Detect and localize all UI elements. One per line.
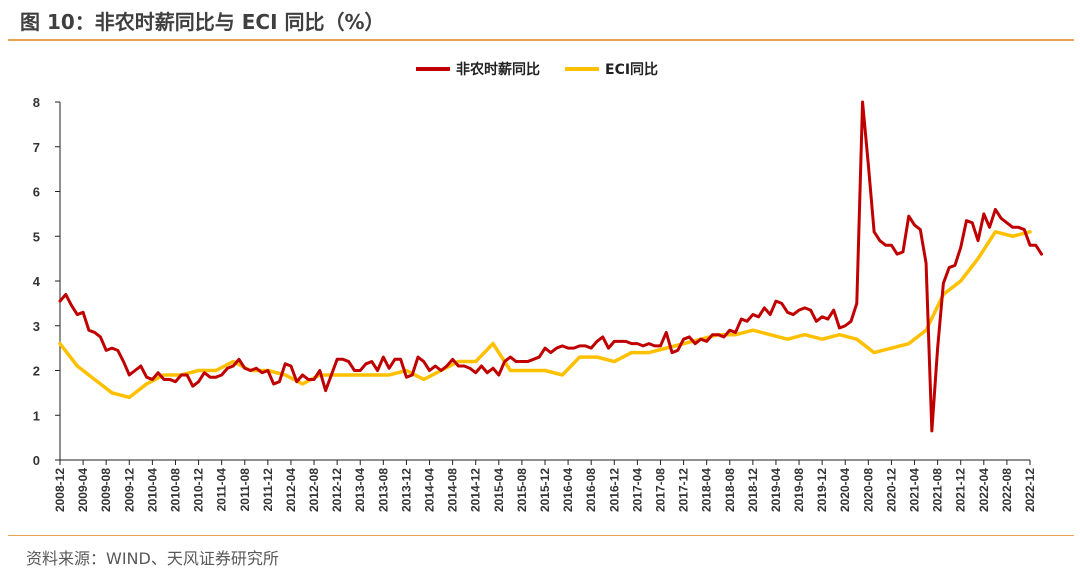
y-tick-label: 2 [33,364,40,379]
x-tick-label: 2013-08 [376,468,390,512]
x-tick-label: 2021-12 [954,468,968,512]
y-tick-label: 3 [33,319,40,334]
x-tick-label: 2015-08 [515,468,529,512]
x-tick-label: 2010-12 [192,468,206,512]
series-line-wage [58,100,1044,433]
x-tick-label: 2019-08 [792,468,806,512]
x-tick-label: 2013-12 [399,468,413,512]
legend-label: 非农时薪同比 [456,61,540,78]
x-tick-label: 2019-12 [815,468,829,512]
legend-label: ECI同比 [605,61,658,78]
x-tick-label: 2016-04 [561,468,575,512]
x-tick-label: 2014-08 [446,468,460,512]
x-tick-label: 2015-12 [538,468,552,512]
x-tick-label: 2016-12 [607,468,621,512]
legend-item-eci: ECI同比 [565,61,658,78]
legend-item-wage: 非农时薪同比 [416,61,540,78]
x-tick-label: 2020-12 [884,468,898,512]
y-tick-label: 6 [33,185,40,200]
x-tick-label: 2022-04 [977,468,991,512]
x-tick-label: 2017-04 [630,468,644,512]
x-tick-label: 2020-04 [838,468,852,512]
title-divider [8,39,1074,41]
series-layer [58,100,1044,433]
x-tick-label: 2014-12 [469,468,483,512]
x-tick-label: 2022-08 [1000,468,1014,512]
x-tick-label: 2014-04 [423,468,437,512]
x-tick-label: 2009-12 [122,468,136,512]
x-tick-label: 2017-08 [653,468,667,512]
x-tick-label: 2018-04 [700,468,714,512]
x-tick-label: 2013-04 [353,468,367,512]
x-tick-label: 2012-12 [330,468,344,512]
chart-title: 图 10：非农时薪同比与 ECI 同比（%） [20,10,385,34]
x-tick-label: 2019-04 [769,468,783,512]
x-tick-label: 2010-08 [168,468,182,512]
y-tick-label: 5 [33,229,40,244]
x-tick-label: 2018-12 [746,468,760,512]
x-tick-label: 2021-08 [931,468,945,512]
x-tick-label: 2015-04 [492,468,506,512]
x-tick-label: 2012-04 [284,468,298,512]
x-tick-label: 2020-08 [861,468,875,512]
footer-divider [8,535,1074,536]
x-tick-label: 2008-12 [53,468,67,512]
series-line-eci [58,230,1032,400]
x-tick-label: 2022-12 [1023,468,1037,512]
y-tick-label: 0 [33,453,40,468]
x-tick-label: 2016-08 [584,468,598,512]
x-tick-label: 2021-04 [908,468,922,512]
x-tick-label: 2010-04 [145,468,159,512]
x-tick-label: 2012-08 [307,468,321,512]
x-tick-label: 2011-04 [215,468,229,512]
y-axis: 0 1 2 3 4 5 6 7 8 [33,95,61,468]
x-tick-label: 2011-12 [261,468,275,512]
x-tick-label: 2009-04 [76,468,90,512]
x-axis: 2008-12 2009-04 2009-08 2009-12 2010-04 2010-… [53,459,1037,512]
x-tick-label: 2018-08 [723,468,737,512]
legend: 非农时薪同比 ECI同比 [416,61,658,78]
y-tick-label: 4 [33,274,41,289]
y-tick-label: 7 [33,140,40,155]
x-tick-label: 2009-08 [99,468,113,512]
x-tick-label: 2011-08 [238,468,252,512]
y-tick-label: 1 [33,408,40,423]
source-note: 资料来源：WIND、天风证券研究所 [26,549,279,568]
y-tick-label: 8 [33,95,40,110]
line-chart: 非农时薪同比 ECI同比 0 1 2 3 4 5 6 7 8 2008-12 2009-04 2009… [33,61,1044,512]
x-tick-label: 2017-12 [677,468,691,512]
